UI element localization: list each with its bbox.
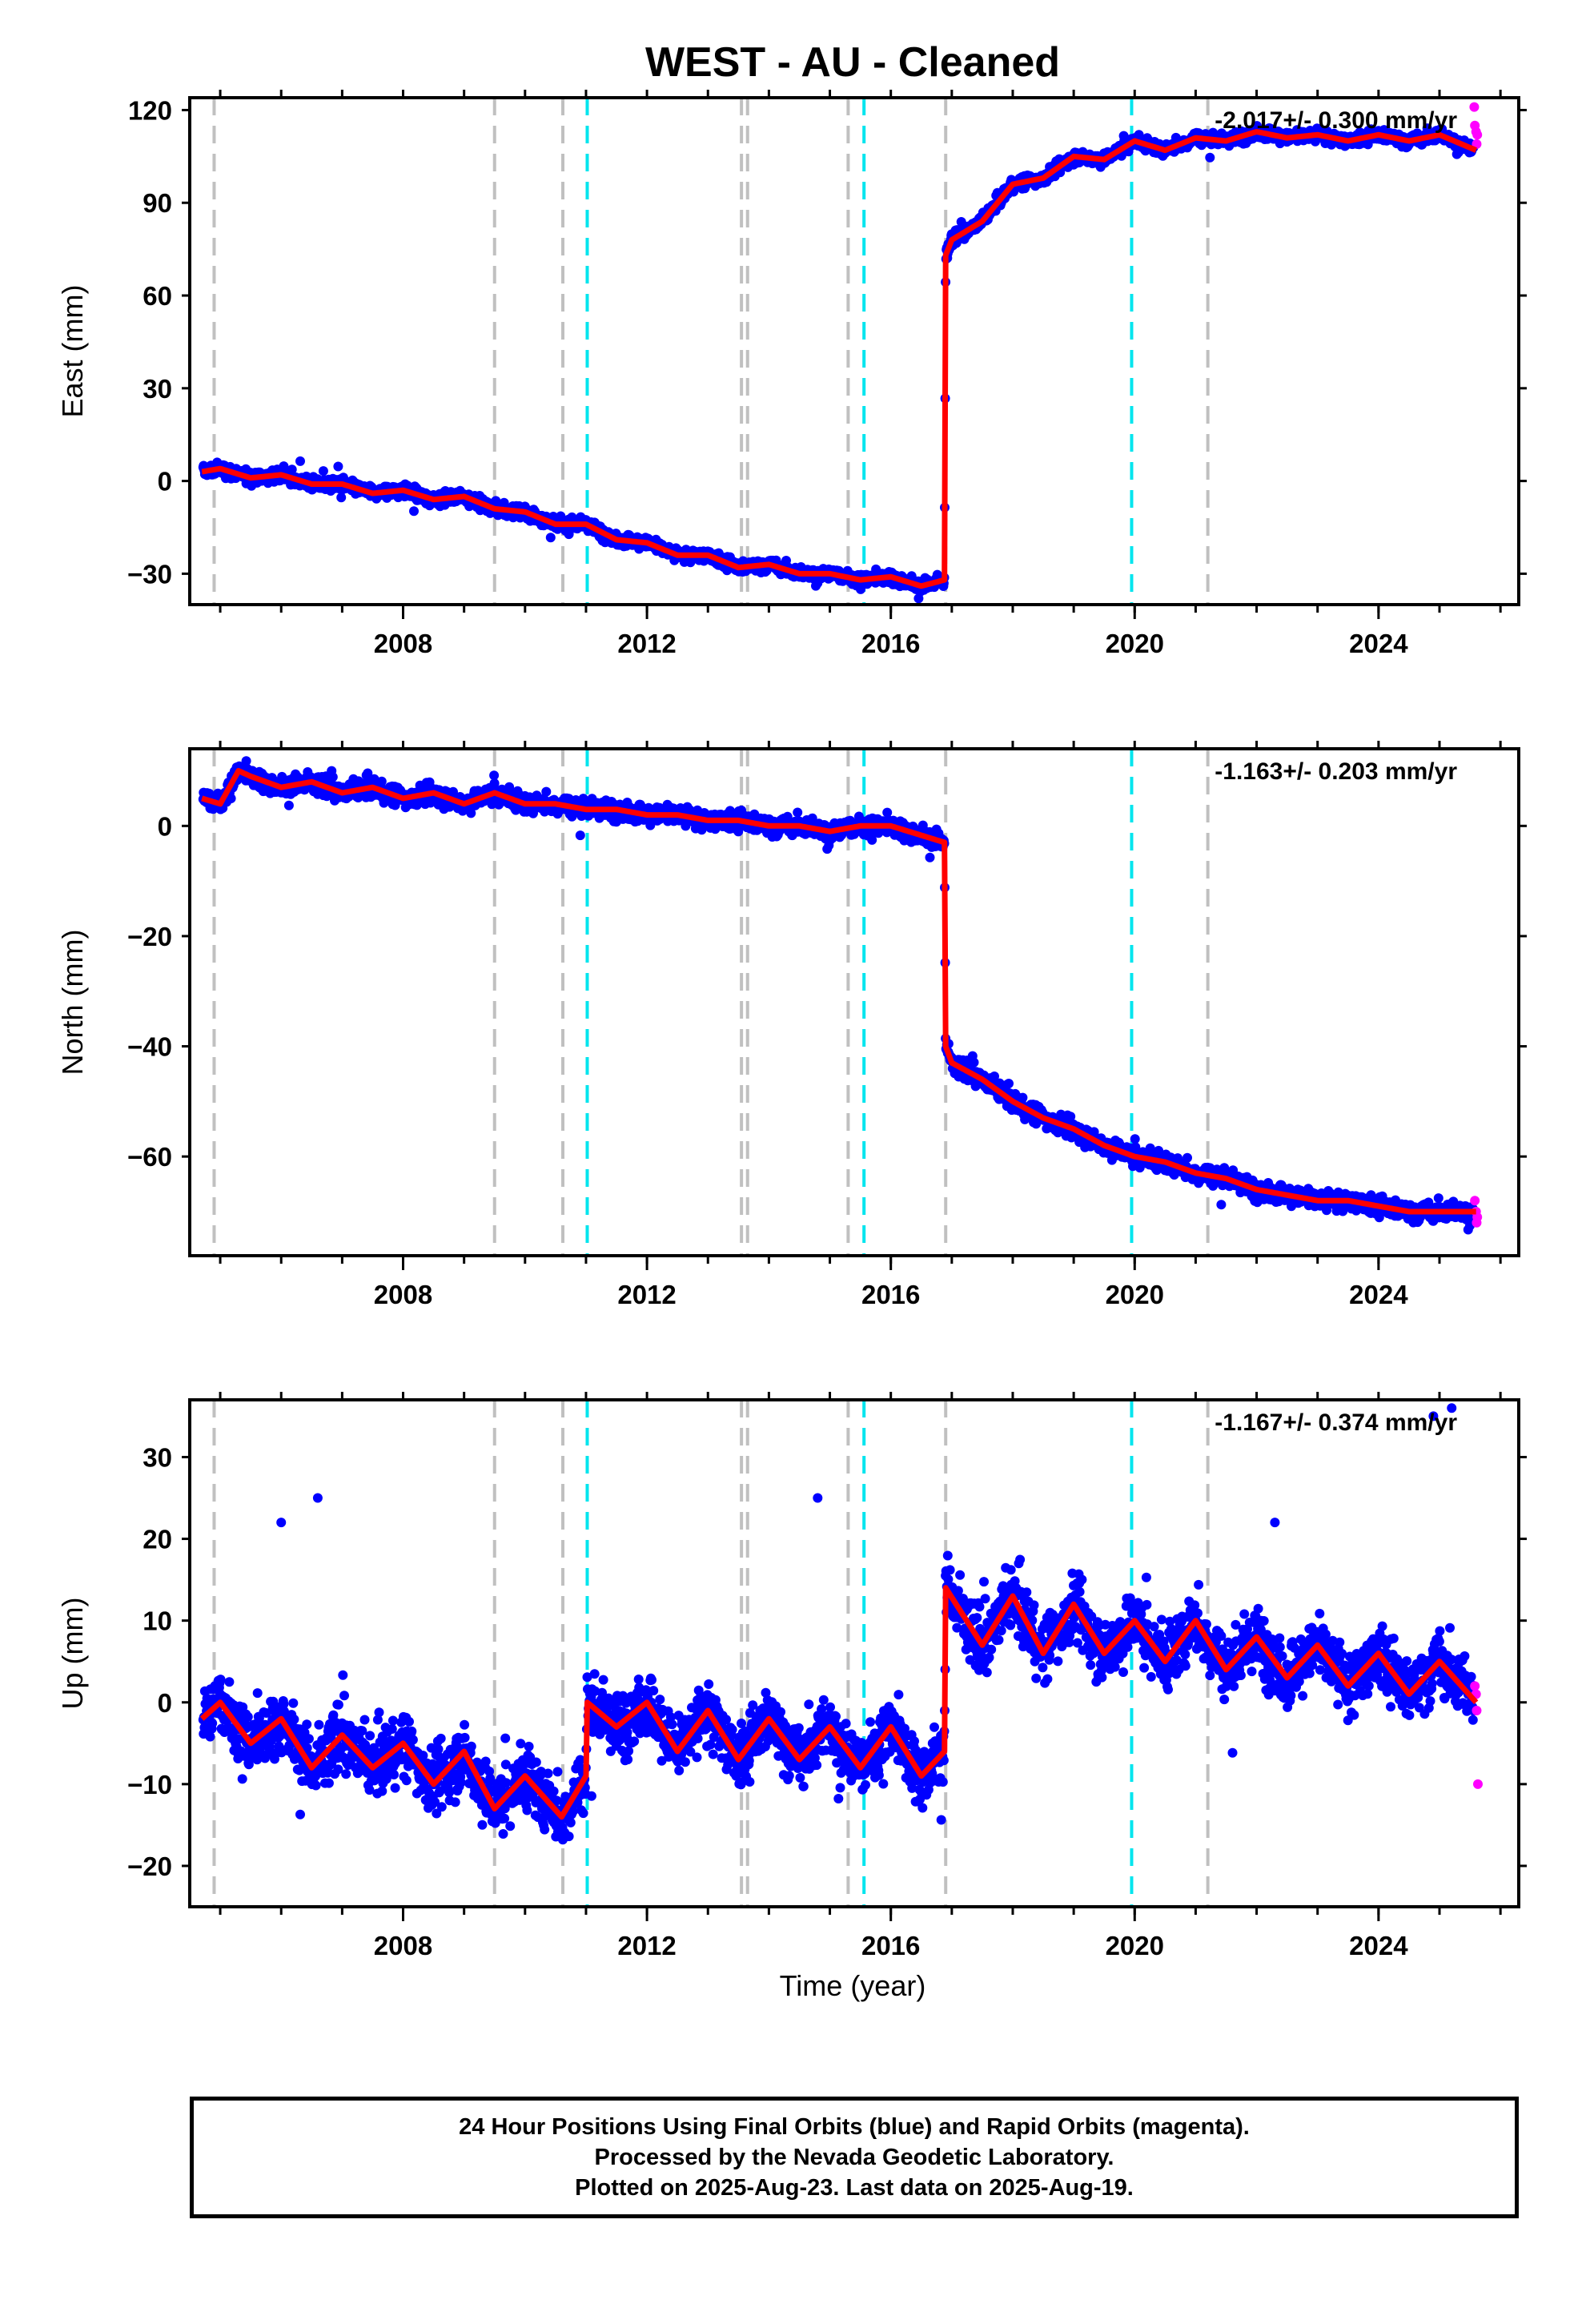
x-tick-label: 2016 — [861, 629, 920, 658]
position-point — [575, 830, 585, 841]
y-tick-label: 90 — [143, 188, 172, 218]
position-point — [969, 1057, 979, 1068]
y-tick-label: 0 — [158, 467, 172, 497]
position-point — [541, 786, 552, 797]
position-point — [376, 776, 387, 786]
position-point — [1205, 152, 1215, 163]
y-tick-label: −30 — [127, 559, 172, 589]
x-tick-label: 2012 — [617, 629, 676, 658]
position-point — [1018, 1092, 1028, 1103]
model-fit-line — [200, 129, 1478, 589]
y-tick-label: 30 — [143, 374, 172, 404]
y-tick-label: 60 — [143, 281, 172, 311]
panel-frame — [188, 96, 1520, 606]
position-point — [287, 464, 297, 475]
position-point — [333, 461, 343, 472]
y-tick-label: 120 — [128, 95, 172, 125]
time-series-figure: WEST - AU - Cleaned −30 0 30 60 90 120 2008 201… — [56, 39, 1527, 2002]
position-point — [318, 466, 328, 476]
rapid-point — [1469, 102, 1480, 112]
position-point — [545, 533, 556, 543]
position-point — [295, 456, 305, 466]
position-point — [793, 807, 803, 818]
x-tick-label: 2024 — [1349, 629, 1408, 658]
final-orbit-points — [198, 121, 1479, 604]
position-point — [226, 794, 236, 803]
x-tick-label: 2020 — [1106, 629, 1164, 658]
plot-area — [198, 749, 1483, 1256]
y-axis-label: East (mm) — [56, 285, 89, 418]
rapid-point — [1472, 130, 1483, 140]
position-point — [283, 800, 294, 810]
rapid-orbit-points — [1469, 102, 1483, 149]
position-point — [327, 772, 338, 782]
rate-label: -2.017+/- 0.300 mm/yr — [1215, 107, 1457, 134]
plot-area — [198, 98, 1483, 605]
position-point — [409, 506, 419, 517]
east-panel: −30 0 30 60 90 120 2008 2012 2016 2020 2024 East (m… — [56, 90, 1527, 658]
x-tick-label: 2008 — [374, 629, 432, 658]
position-point — [1004, 1079, 1014, 1088]
chart-title: WEST - AU - Cleaned — [645, 39, 1060, 86]
position-point — [336, 493, 347, 503]
position-point — [925, 852, 935, 862]
